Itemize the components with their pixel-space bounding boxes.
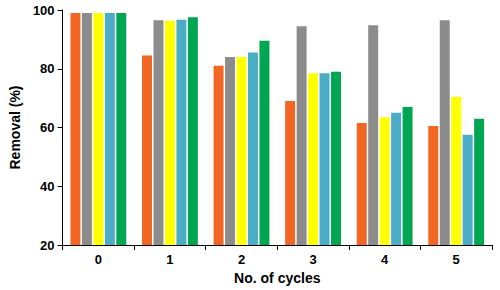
svg-text:20: 20 <box>40 238 54 253</box>
svg-text:100: 100 <box>33 3 55 18</box>
svg-text:5: 5 <box>453 252 460 267</box>
svg-text:0: 0 <box>95 252 102 267</box>
svg-text:No. of cycles: No. of cycles <box>234 270 321 286</box>
svg-text:1: 1 <box>166 252 173 267</box>
svg-text:4: 4 <box>381 252 389 267</box>
svg-text:Removal (%): Removal (%) <box>7 85 23 169</box>
svg-text:3: 3 <box>309 252 316 267</box>
svg-text:40: 40 <box>40 179 54 194</box>
svg-text:60: 60 <box>40 120 54 135</box>
svg-text:2: 2 <box>238 252 245 267</box>
svg-text:80: 80 <box>40 61 54 76</box>
